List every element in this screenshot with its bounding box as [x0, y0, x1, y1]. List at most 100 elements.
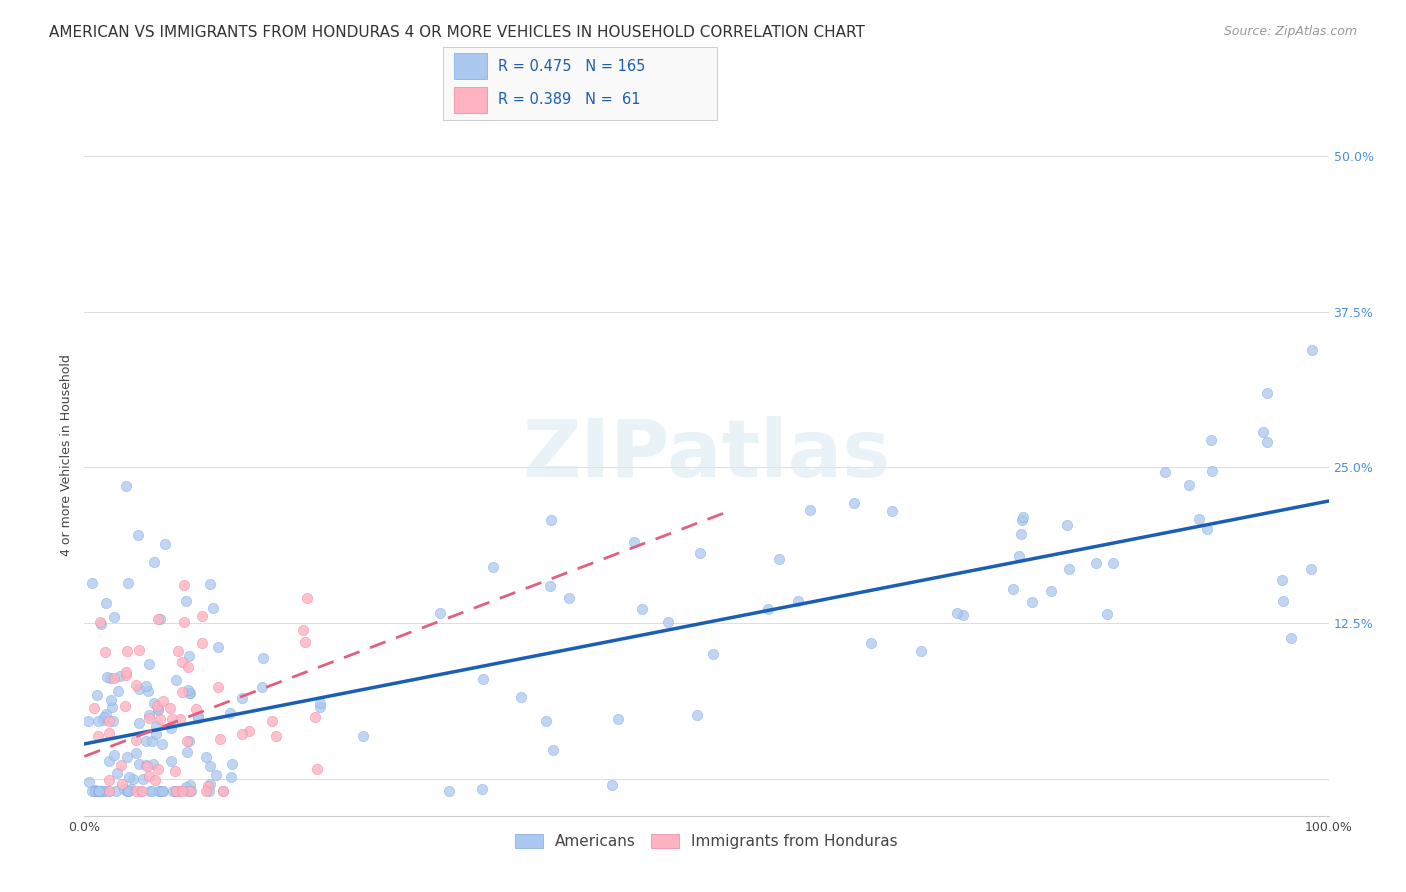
Point — [153, 537, 176, 551]
Point — [623, 535, 645, 549]
Point — [91, 784, 114, 798]
Point — [141, 784, 163, 798]
Point — [176, 784, 198, 798]
Point — [146, 701, 169, 715]
Point — [145, 727, 167, 741]
Point — [1001, 582, 1024, 596]
Point — [142, 757, 165, 772]
Point — [945, 606, 967, 620]
Point — [252, 681, 274, 695]
Point — [304, 710, 326, 724]
Point — [179, 784, 201, 798]
Point — [115, 784, 138, 798]
Point — [149, 612, 172, 626]
Point — [1188, 512, 1211, 526]
Point — [191, 609, 214, 624]
Point — [138, 657, 160, 671]
Point — [173, 615, 195, 629]
Point — [135, 758, 157, 772]
Point — [89, 615, 111, 629]
Point — [117, 784, 139, 798]
Point — [169, 784, 191, 798]
Point — [138, 707, 160, 722]
Point — [105, 765, 128, 780]
Point — [98, 671, 121, 685]
Point — [177, 683, 200, 698]
Point — [201, 601, 224, 615]
Point — [1251, 425, 1274, 440]
Point — [756, 602, 779, 616]
Point — [799, 502, 821, 516]
Point — [686, 708, 709, 723]
Point — [197, 780, 219, 794]
Point — [1059, 562, 1081, 576]
Point — [1154, 465, 1177, 479]
Point — [170, 655, 193, 669]
Point — [103, 672, 125, 686]
Point — [294, 635, 316, 649]
Point — [89, 784, 111, 798]
Point — [176, 745, 198, 759]
Point — [170, 685, 193, 699]
Point — [146, 612, 169, 626]
Point — [219, 706, 242, 720]
Point — [209, 732, 232, 747]
Point — [768, 551, 790, 566]
Point — [148, 784, 170, 798]
Point — [219, 770, 242, 784]
Point — [110, 758, 132, 772]
Point — [842, 496, 865, 510]
Point — [264, 729, 287, 743]
Point — [100, 693, 122, 707]
Point — [86, 688, 108, 702]
Point — [689, 546, 711, 560]
Point — [221, 756, 243, 771]
Point — [352, 729, 374, 743]
Point — [1095, 607, 1118, 621]
Point — [231, 727, 253, 741]
Point — [91, 713, 114, 727]
Point — [128, 682, 150, 697]
Point — [127, 528, 149, 542]
Point — [93, 709, 115, 723]
Point — [162, 712, 184, 726]
Point — [143, 772, 166, 787]
Point — [179, 649, 201, 664]
Point — [1201, 464, 1223, 478]
Point — [114, 699, 136, 714]
Point — [191, 636, 214, 650]
Point — [174, 780, 197, 794]
Point — [510, 690, 533, 705]
Point — [1084, 556, 1107, 570]
Point — [540, 513, 562, 527]
Point — [231, 691, 253, 706]
Point — [114, 665, 136, 679]
Point — [165, 784, 187, 798]
Point — [120, 781, 142, 796]
Point — [100, 699, 122, 714]
Point — [173, 577, 195, 591]
Point — [187, 711, 209, 725]
Point — [148, 784, 170, 798]
Point — [1271, 594, 1294, 608]
Text: ZIPatlas: ZIPatlas — [523, 416, 890, 494]
Point — [80, 784, 103, 798]
Point — [152, 784, 174, 798]
Point — [136, 684, 159, 698]
Point — [159, 721, 181, 735]
Point — [162, 784, 184, 798]
Point — [104, 784, 127, 798]
Point — [1271, 573, 1294, 587]
Point — [96, 596, 118, 610]
Point — [211, 784, 233, 798]
Point — [103, 714, 125, 728]
Point — [139, 784, 162, 798]
Point — [169, 712, 191, 726]
Point — [166, 643, 188, 657]
Point — [1178, 478, 1201, 492]
Point — [859, 636, 882, 650]
Point — [131, 784, 153, 798]
Point — [125, 784, 148, 798]
Point — [96, 670, 118, 684]
Point — [122, 772, 145, 787]
